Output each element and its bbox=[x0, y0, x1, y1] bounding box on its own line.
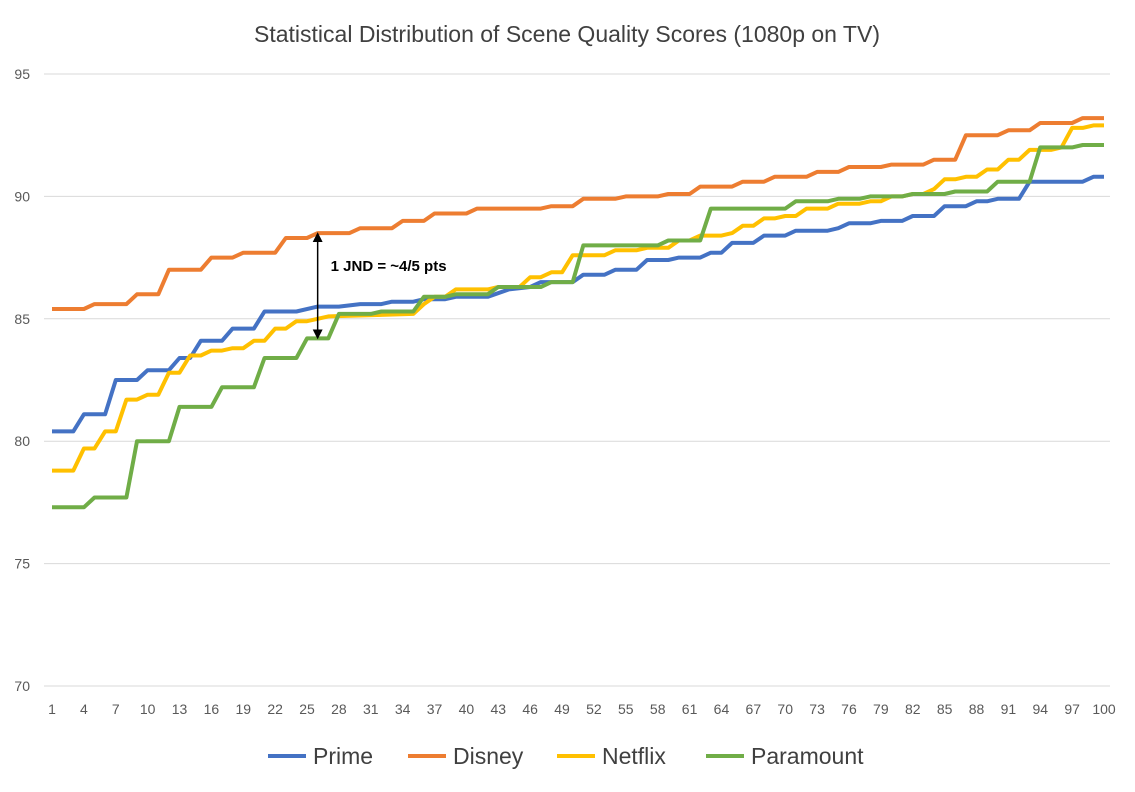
x-tick-label: 37 bbox=[427, 701, 443, 717]
x-tick-label: 19 bbox=[235, 701, 251, 717]
y-tick-label: 70 bbox=[14, 678, 30, 694]
x-tick-label: 94 bbox=[1032, 701, 1048, 717]
x-tick-label: 46 bbox=[522, 701, 538, 717]
y-tick-label: 75 bbox=[14, 556, 30, 572]
series-lines bbox=[52, 116, 1104, 510]
x-tick-label: 52 bbox=[586, 701, 602, 717]
x-tick-label: 10 bbox=[140, 701, 156, 717]
annotations: 1 JND = ~4/5 pts bbox=[312, 232, 447, 340]
x-tick-label: 91 bbox=[1001, 701, 1017, 717]
chart-title: Statistical Distribution of Scene Qualit… bbox=[254, 21, 880, 47]
x-tick-label: 40 bbox=[459, 701, 475, 717]
series-line-netflix bbox=[52, 123, 1104, 473]
x-tick-label: 82 bbox=[905, 701, 921, 717]
x-tick-label: 4 bbox=[80, 701, 88, 717]
x-tick-label: 100 bbox=[1092, 701, 1116, 717]
legend-label-netflix: Netflix bbox=[602, 743, 666, 769]
series-line-paramount bbox=[52, 143, 1104, 510]
x-tick-label: 61 bbox=[682, 701, 698, 717]
x-tick-label: 85 bbox=[937, 701, 953, 717]
y-tick-label: 85 bbox=[14, 311, 30, 327]
x-tick-label: 49 bbox=[554, 701, 570, 717]
x-tick-label: 22 bbox=[267, 701, 283, 717]
x-tick-label: 73 bbox=[809, 701, 825, 717]
y-axis-ticks: 70 75 80 85 90 95 bbox=[14, 66, 30, 694]
legend-label-disney: Disney bbox=[453, 743, 524, 769]
x-tick-label: 67 bbox=[746, 701, 762, 717]
y-tick-label: 80 bbox=[14, 433, 30, 449]
x-tick-label: 64 bbox=[714, 701, 730, 717]
x-axis-ticks: 1 4 7 10 13 16 19 22 25 28 31 34 37 40 43 46 49 52 55 58 61 6… bbox=[48, 701, 1116, 717]
x-tick-label: 76 bbox=[841, 701, 857, 717]
legend: Prime Disney Netflix Paramount bbox=[268, 743, 864, 769]
x-tick-label: 28 bbox=[331, 701, 347, 717]
x-tick-label: 34 bbox=[395, 701, 411, 717]
x-tick-label: 7 bbox=[112, 701, 120, 717]
x-tick-label: 88 bbox=[969, 701, 985, 717]
jnd-annotation: 1 JND = ~4/5 pts bbox=[331, 258, 447, 275]
legend-label-prime: Prime bbox=[313, 743, 373, 769]
x-tick-label: 13 bbox=[172, 701, 188, 717]
legend-label-paramount: Paramount bbox=[751, 743, 864, 769]
x-tick-label: 43 bbox=[491, 701, 507, 717]
x-tick-label: 16 bbox=[204, 701, 220, 717]
x-tick-label: 58 bbox=[650, 701, 666, 717]
x-tick-label: 55 bbox=[618, 701, 634, 717]
x-tick-label: 70 bbox=[777, 701, 793, 717]
y-tick-label: 95 bbox=[14, 66, 30, 82]
x-tick-label: 25 bbox=[299, 701, 315, 717]
x-tick-label: 79 bbox=[873, 701, 889, 717]
y-tick-label: 90 bbox=[14, 188, 30, 204]
x-tick-label: 1 bbox=[48, 701, 56, 717]
series-line-disney bbox=[52, 116, 1104, 311]
x-tick-label: 97 bbox=[1064, 701, 1080, 717]
gridlines bbox=[44, 73, 1110, 687]
x-tick-label: 31 bbox=[363, 701, 379, 717]
series-line-prime bbox=[52, 174, 1104, 434]
